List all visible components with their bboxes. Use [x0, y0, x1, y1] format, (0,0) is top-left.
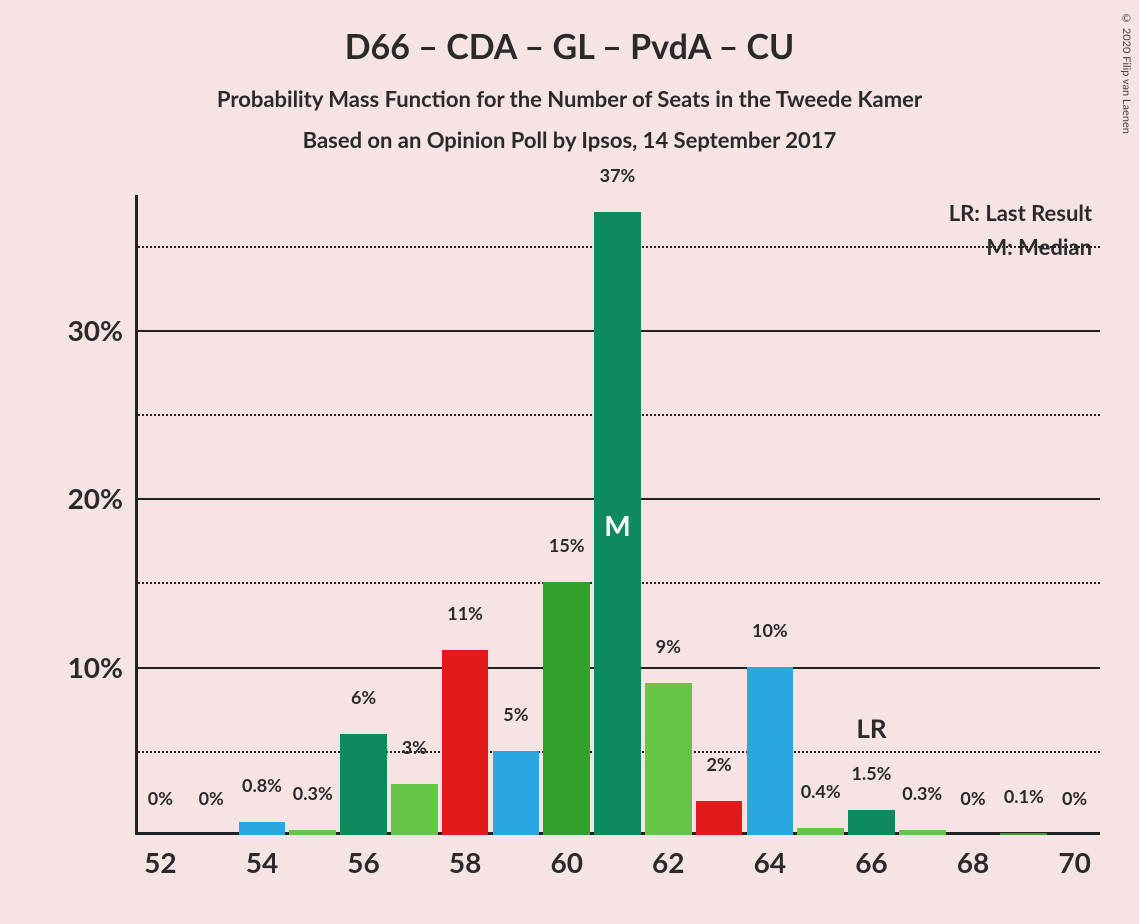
xtick-label: 66	[855, 835, 887, 879]
y-axis-line	[135, 195, 138, 835]
bar-value-label: 5%	[503, 703, 528, 725]
chart-subtitle-1: Probability Mass Function for the Number…	[0, 85, 1139, 112]
legend-median: M: Median	[986, 233, 1092, 260]
xtick-label: 58	[449, 835, 481, 879]
bar-value-label: 0%	[148, 787, 173, 809]
legend-lr: LR: Last Result	[949, 199, 1092, 226]
chart-subtitle-2: Based on an Opinion Poll by Ipsos, 14 Se…	[0, 126, 1139, 153]
ytick-label: 30%	[68, 313, 135, 347]
bar-value-label: 0.8%	[242, 774, 282, 796]
bar	[645, 683, 692, 835]
bar	[543, 582, 590, 835]
bar-value-label: 0%	[199, 787, 224, 809]
xtick-label: 52	[144, 835, 176, 879]
bar-value-label: 1.5%	[851, 762, 891, 784]
xtick-label: 70	[1058, 835, 1090, 879]
xtick-label: 60	[550, 835, 582, 879]
xtick-label: 54	[246, 835, 278, 879]
xtick-label: 56	[347, 835, 379, 879]
bar	[239, 822, 286, 835]
ytick-label: 20%	[68, 481, 135, 515]
xtick-label: 62	[652, 835, 684, 879]
bar-value-label: 10%	[752, 619, 788, 641]
bar	[391, 784, 438, 835]
last-result-marker: LR	[856, 712, 886, 744]
bar-value-label: 0%	[1062, 787, 1087, 809]
ytick-label: 10%	[68, 650, 135, 684]
bar-value-label: 0.1%	[1004, 785, 1044, 807]
chart-plot-area: 10%20%30%0%0%0.8%0.3%6%3%11%5%15%37%9%2%…	[135, 195, 1100, 835]
xtick-label: 68	[957, 835, 989, 879]
bar	[797, 828, 844, 835]
bar	[848, 810, 895, 835]
bar	[899, 830, 946, 835]
bar-value-label: 0.3%	[902, 782, 942, 804]
bar-value-label: 6%	[351, 686, 376, 708]
copyright-text: © 2020 Filip van Laenen	[1120, 12, 1133, 134]
bar-value-label: 0.4%	[801, 780, 841, 802]
bar	[747, 667, 794, 835]
chart-title: D66 – CDA – GL – PvdA – CU	[0, 0, 1139, 67]
bar-value-label: 9%	[656, 635, 681, 657]
xtick-label: 64	[754, 835, 786, 879]
bar	[696, 801, 743, 835]
bar-value-label: 0%	[960, 787, 985, 809]
bar	[289, 830, 336, 835]
bar-value-label: 2%	[706, 753, 731, 775]
median-marker: M	[604, 508, 630, 542]
bar-value-label: 15%	[549, 534, 585, 556]
bar	[340, 734, 387, 835]
bar-value-label: 3%	[402, 736, 427, 758]
bar-value-label: 0.3%	[293, 782, 333, 804]
bar	[442, 650, 489, 835]
bar-value-label: 37%	[600, 164, 636, 186]
bar-value-label: 11%	[447, 602, 483, 624]
bar	[1000, 833, 1047, 835]
bar	[493, 751, 540, 835]
